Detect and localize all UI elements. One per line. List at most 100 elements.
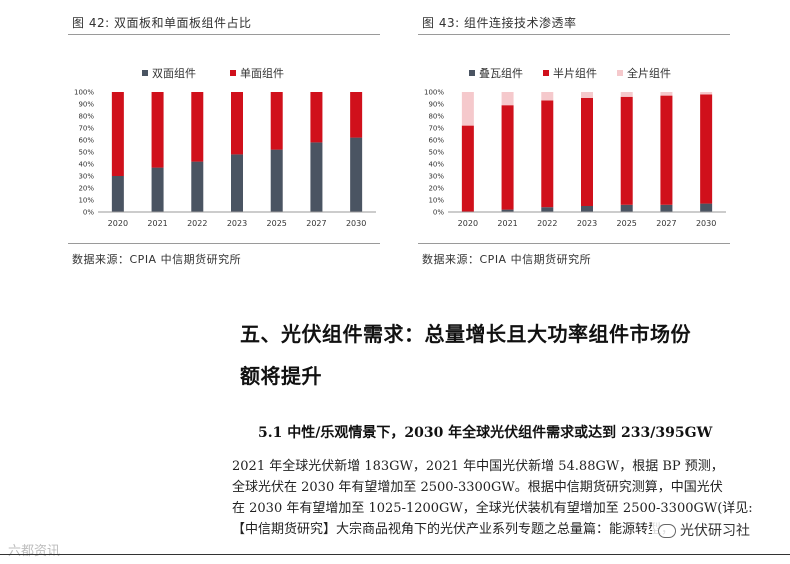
watermark-right: 光伏研习社 — [652, 519, 756, 541]
paragraph-line: 【中信期货研究】大宗商品视角下的光伏产业系列专题之总量篇：能源转型， — [232, 522, 675, 537]
section-heading-line1: 五、光伏组件需求：总量增长且大功率组件市场份 — [240, 322, 691, 346]
legend-label: 双面组件 — [152, 66, 196, 80]
x-tick-label: 2025 — [267, 219, 287, 228]
bar-segment — [700, 92, 713, 95]
bar-segment — [541, 92, 554, 101]
figure-43-chart: 叠瓦组件 半片组件 全片组件 0% 10% 20% 30% 40% 50% 60% 70% 80% 90… — [424, 66, 726, 228]
y-tick-label: 90% — [78, 101, 94, 109]
paragraph-line: 全球光伏在 2030 年有望增加至 2500-3300GW。根据中信期货研究测算… — [232, 480, 723, 495]
x-tick-label: 2022 — [537, 219, 557, 228]
legend-swatch — [230, 70, 236, 76]
legend-swatch — [142, 70, 148, 76]
legend-swatch — [617, 70, 623, 76]
watermark-left-text: 六都资讯 — [8, 544, 61, 559]
y-tick-label: 30% — [78, 173, 94, 181]
y-tick-label: 40% — [428, 161, 444, 169]
x-tick-label: 2023 — [227, 219, 247, 228]
body-paragraph: 2021 年全球光伏新增 183GW，2021 年中国光伏新增 54.88GW，… — [232, 456, 753, 540]
bar-segment — [270, 149, 283, 212]
y-tick-label: 80% — [78, 113, 94, 121]
y-tick-label: 10% — [428, 197, 444, 205]
figure-43-title: 图 43: 组件连接技术渗透率 — [422, 16, 577, 30]
bar-segment — [620, 204, 633, 212]
bar-segment — [270, 92, 283, 150]
y-tick-label: 0% — [83, 209, 94, 217]
legend-label: 单面组件 — [240, 66, 284, 80]
legend-swatch — [543, 70, 549, 76]
bar-segment — [501, 92, 514, 106]
y-tick-label: 100% — [424, 89, 444, 97]
y-tick-label: 0% — [433, 209, 444, 217]
wechat-icon — [658, 524, 676, 538]
bar-segment — [151, 167, 164, 212]
y-tick-label: 50% — [78, 149, 94, 157]
bar-segment — [581, 206, 593, 212]
bar-segment — [581, 98, 593, 206]
bar-segment — [111, 92, 124, 176]
x-tick-label: 2022 — [187, 219, 207, 228]
watermark-left: 六都资讯 — [8, 540, 60, 559]
x-tick-label: 2023 — [577, 219, 597, 228]
y-tick-label: 20% — [428, 185, 444, 193]
bar-segment — [461, 125, 474, 212]
x-tick-label: 2020 — [108, 219, 128, 228]
y-tick-label: 100% — [74, 89, 94, 97]
paragraph-line: 在 2030 年有望增加至 1025-1200GW，全球光伏装机有望增加至 25… — [232, 501, 753, 516]
bar-segment — [700, 94, 713, 204]
bar-segment — [501, 209, 514, 212]
legend-label: 叠瓦组件 — [479, 66, 523, 80]
bar-segment — [700, 203, 713, 212]
bar-segment — [660, 95, 673, 205]
x-tick-label: 2021 — [147, 219, 167, 228]
bar-segment — [461, 92, 474, 126]
bar-segment — [620, 92, 633, 97]
section-subheading: 5.1 中性/乐观情景下，2030 年全球光伏组件需求或达到 233/395GW — [258, 425, 713, 441]
bar-segment — [191, 161, 204, 212]
x-tick-label: 2027 — [656, 219, 676, 228]
y-tick-label: 30% — [428, 173, 444, 181]
legend-swatch — [469, 70, 475, 76]
figure-42-top-rule — [68, 34, 380, 35]
legend-label: 半片组件 — [553, 66, 597, 80]
figure-43-source: 数据来源：CPIA 中信期货研究所 — [422, 253, 592, 266]
bar-segment — [660, 204, 673, 212]
bar-segment — [350, 137, 363, 212]
bar-segment — [581, 92, 593, 98]
bar-segment — [501, 105, 514, 210]
y-tick-label: 10% — [78, 197, 94, 205]
x-tick-label: 2030 — [696, 219, 716, 228]
bar-segment — [231, 154, 243, 212]
y-tick-label: 60% — [78, 137, 94, 145]
legend-label: 全片组件 — [627, 66, 671, 80]
x-tick-label: 2027 — [306, 219, 326, 228]
bar-segment — [310, 142, 323, 212]
bar-segment — [350, 92, 363, 138]
figure-43-bottom-rule — [418, 243, 730, 244]
x-tick-label: 2025 — [617, 219, 637, 228]
bar-segment — [620, 96, 633, 205]
page-bottom-rule — [0, 554, 790, 555]
figure-42-title: 图 42: 双面板和单面板组件占比 — [72, 16, 252, 30]
x-tick-label: 2030 — [346, 219, 366, 228]
bar-segment — [660, 92, 673, 96]
bar-segment — [310, 92, 323, 143]
figure-42-source: 数据来源：CPIA 中信期货研究所 — [72, 253, 242, 266]
y-tick-label: 70% — [428, 125, 444, 133]
y-tick-label: 80% — [428, 113, 444, 121]
x-tick-label: 2020 — [458, 219, 478, 228]
bar-segment — [151, 92, 164, 168]
figure-42-chart: 双面组件 单面组件 0% 10% 20% 30% 40% 50% 60% 70% 80% 90% 100… — [74, 66, 376, 228]
y-tick-label: 70% — [78, 125, 94, 133]
bar-segment — [231, 92, 243, 155]
figure-42-bottom-rule — [68, 243, 380, 244]
y-tick-label: 60% — [428, 137, 444, 145]
bar-segment — [541, 207, 554, 212]
paragraph-line: 2021 年全球光伏新增 183GW，2021 年中国光伏新增 54.88GW，… — [232, 459, 724, 474]
y-tick-label: 20% — [78, 185, 94, 193]
figure-43-top-rule — [418, 34, 730, 35]
x-tick-label: 2021 — [497, 219, 517, 228]
bar-segment — [191, 92, 204, 162]
bar-segment — [111, 176, 124, 212]
y-tick-label: 90% — [428, 101, 444, 109]
watermark-right-text: 光伏研习社 — [680, 523, 750, 539]
